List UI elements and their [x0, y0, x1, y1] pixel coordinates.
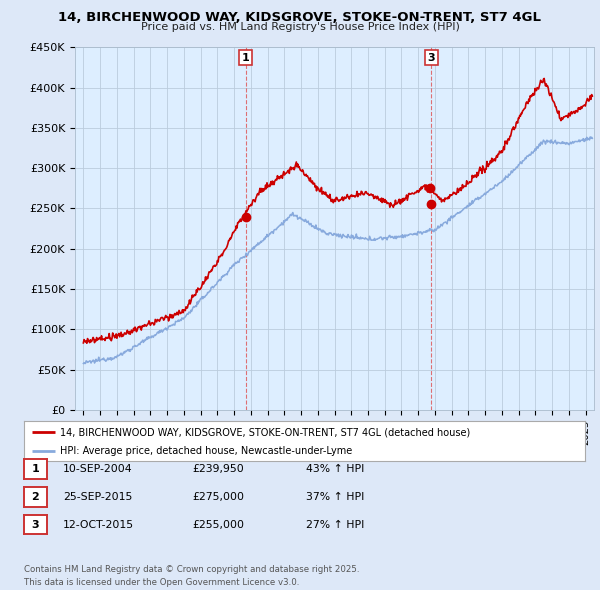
Text: 14, BIRCHENWOOD WAY, KIDSGROVE, STOKE-ON-TRENT, ST7 4GL: 14, BIRCHENWOOD WAY, KIDSGROVE, STOKE-ON… — [59, 11, 542, 24]
Text: 12-OCT-2015: 12-OCT-2015 — [63, 520, 134, 529]
Text: Contains HM Land Registry data © Crown copyright and database right 2025.
This d: Contains HM Land Registry data © Crown c… — [24, 565, 359, 587]
Text: £275,000: £275,000 — [192, 492, 244, 502]
Text: 1: 1 — [32, 464, 39, 474]
Text: 43% ↑ HPI: 43% ↑ HPI — [306, 464, 364, 474]
Text: 3: 3 — [32, 520, 39, 529]
Text: Price paid vs. HM Land Registry's House Price Index (HPI): Price paid vs. HM Land Registry's House … — [140, 22, 460, 32]
Text: HPI: Average price, detached house, Newcastle-under-Lyme: HPI: Average price, detached house, Newc… — [61, 447, 353, 456]
Text: 3: 3 — [427, 53, 435, 63]
Text: 37% ↑ HPI: 37% ↑ HPI — [306, 492, 364, 502]
Text: 27% ↑ HPI: 27% ↑ HPI — [306, 520, 364, 529]
Text: 2: 2 — [32, 492, 39, 502]
Text: £255,000: £255,000 — [192, 520, 244, 529]
Text: £239,950: £239,950 — [192, 464, 244, 474]
Text: 25-SEP-2015: 25-SEP-2015 — [63, 492, 133, 502]
Text: 14, BIRCHENWOOD WAY, KIDSGROVE, STOKE-ON-TRENT, ST7 4GL (detached house): 14, BIRCHENWOOD WAY, KIDSGROVE, STOKE-ON… — [61, 427, 471, 437]
Text: 1: 1 — [242, 53, 250, 63]
Text: 10-SEP-2004: 10-SEP-2004 — [63, 464, 133, 474]
